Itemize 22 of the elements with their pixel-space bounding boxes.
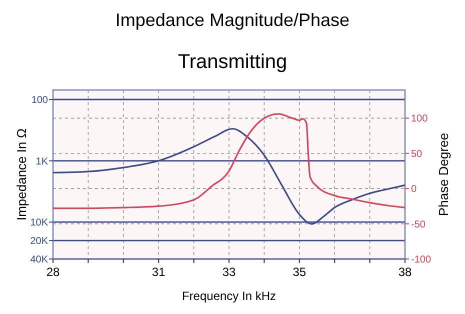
y-tick-label: 10K (30, 218, 48, 229)
chart-title: Impedance Magnitude/Phase (115, 10, 350, 30)
y2-tick-label: 100 (411, 114, 428, 125)
y-tick-label: 1K (36, 156, 48, 168)
line-series (52, 128, 406, 225)
x-tick-label: 33 (222, 265, 236, 279)
chart-subtitle: Transmitting (178, 51, 288, 73)
x-tick-label: 31 (152, 265, 166, 279)
y-axis-title: Impedance In Ω (14, 128, 29, 221)
y2-tick-label: -50 (411, 219, 426, 230)
y2-tick-label: 50 (411, 148, 423, 160)
x-tick-label: 35 (292, 265, 306, 279)
y2-tick-label: -100 (411, 254, 432, 266)
y-tick-label: 20K (30, 236, 48, 248)
y-tick-label: 40K (30, 254, 48, 266)
y-tick-label: 100 (31, 94, 48, 106)
x-tick-label: 38 (398, 265, 412, 279)
y2-tick-label: 0 (411, 184, 417, 196)
y2-axis-title: Phase Degree (436, 132, 451, 216)
line-series (52, 113, 406, 210)
x-axis-title: Frequency In kHz (182, 289, 276, 303)
x-tick-label: 28 (46, 265, 60, 279)
